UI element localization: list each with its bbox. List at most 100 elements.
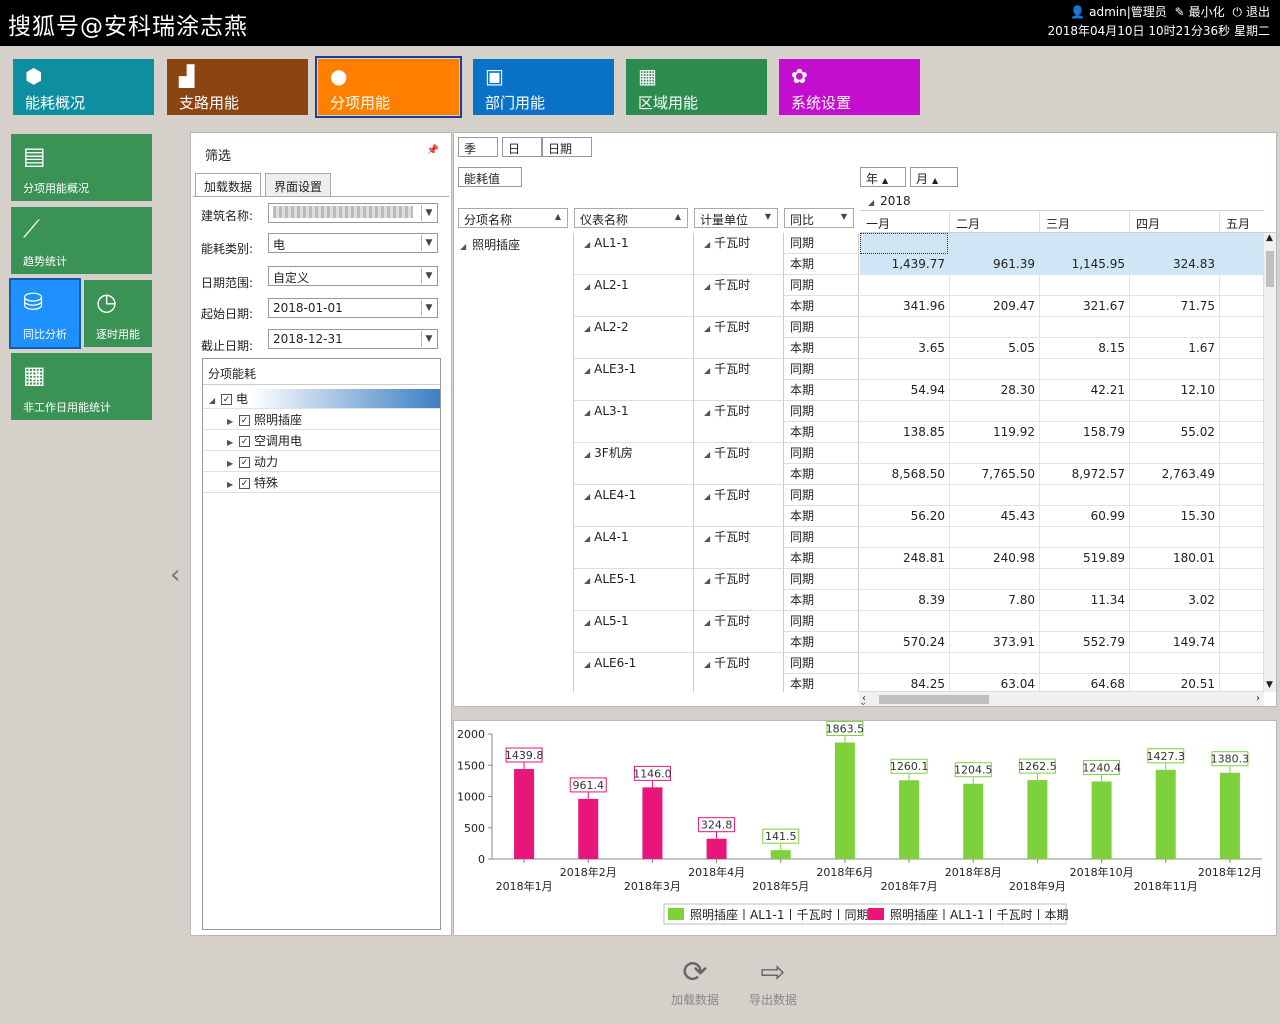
field-button-2[interactable]: 日期	[542, 137, 592, 157]
tree-child-row[interactable]: ▶ ✓ 空调用电	[203, 431, 440, 451]
month-header[interactable]: 一月	[860, 212, 950, 233]
value-cell[interactable]	[1130, 485, 1220, 506]
value-cell[interactable]: 248.81	[860, 548, 950, 569]
value-cell[interactable]: 1.67	[1130, 338, 1220, 359]
meter-name-cell[interactable]: ◢ AL1-1	[574, 233, 694, 275]
sidebar-item-3[interactable]: ◷ 逐时用能	[84, 280, 152, 347]
value-cell[interactable]	[860, 527, 950, 548]
value-cell[interactable]: 7,765.50	[950, 464, 1040, 485]
value-cell[interactable]: 20.51	[1130, 674, 1220, 692]
value-cell[interactable]: 324.83	[1130, 254, 1220, 275]
value-cell[interactable]: 5.05	[950, 338, 1040, 359]
value-cell[interactable]: 1,439.77	[860, 254, 950, 275]
expand-down-icon[interactable]: ◢	[584, 660, 591, 669]
value-cell[interactable]	[950, 317, 1040, 338]
power-icon[interactable]: ⏻	[1232, 5, 1242, 19]
value-cell[interactable]: 45.43	[950, 506, 1040, 527]
export-data-button[interactable]: ⇨ 导出数据	[738, 955, 808, 1008]
nav-tile-3[interactable]: ▣ 部门用能	[473, 59, 614, 115]
tab-ui-settings[interactable]: 界面设置	[265, 173, 332, 197]
sidebar-item-2[interactable]: ⛁ 同比分析	[9, 278, 81, 349]
value-cell[interactable]: 55.02	[1130, 422, 1220, 443]
period-cell[interactable]: 同期	[784, 317, 859, 338]
bar-previous[interactable]	[834, 742, 855, 859]
value-cell[interactable]	[1040, 233, 1130, 254]
load-data-button[interactable]: ⟳ 加载数据	[660, 955, 730, 1008]
end-date-input[interactable]: 2018-12-31 ▼	[268, 329, 438, 349]
value-field-button[interactable]: 能耗值	[458, 167, 522, 187]
expand-down-icon[interactable]: ◢	[584, 240, 591, 249]
meter-name-cell[interactable]: ◢ ALE3-1	[574, 359, 694, 401]
expand-down-icon[interactable]: ◢	[584, 618, 591, 627]
checkbox[interactable]: ✓	[239, 436, 250, 447]
value-cell[interactable]	[1040, 485, 1130, 506]
bar-current[interactable]	[706, 838, 727, 859]
nav-tile-5[interactable]: ✿ 系统设置	[779, 59, 920, 115]
value-cell[interactable]: 2,763.49	[1130, 464, 1220, 485]
period-cell[interactable]: 本期	[784, 548, 859, 569]
meter-name-cell[interactable]: ◢ ALE5-1	[574, 569, 694, 611]
bar-previous[interactable]	[1155, 769, 1176, 859]
meter-name-cell[interactable]: ◢ ALE4-1	[574, 485, 694, 527]
scroll-left-icon[interactable]: ‹	[862, 693, 866, 704]
expand-down-icon[interactable]: ◢	[704, 240, 711, 249]
nav-tile-0[interactable]: ⬢ 能耗概况	[13, 59, 154, 115]
value-cell[interactable]: 11.34	[1040, 590, 1130, 611]
checkbox[interactable]: ✓	[239, 457, 250, 468]
value-cell[interactable]	[1130, 611, 1220, 632]
expand-down-icon[interactable]: ◢	[584, 366, 591, 375]
tree-child-row[interactable]: ▶ ✓ 动力	[203, 452, 440, 472]
legend-label[interactable]: 照明插座丨AL1-1丨千瓦时丨同期	[690, 907, 869, 922]
value-cell[interactable]: 961.39	[950, 254, 1040, 275]
period-cell[interactable]: 本期	[784, 296, 859, 317]
month-field-button[interactable]: 月 ▲	[910, 167, 958, 187]
value-cell[interactable]	[1040, 569, 1130, 590]
value-cell[interactable]	[950, 611, 1040, 632]
expand-down-icon[interactable]: ◢	[704, 450, 711, 459]
value-cell[interactable]	[1220, 506, 1264, 527]
value-cell[interactable]: 8.15	[1040, 338, 1130, 359]
value-cell[interactable]	[1130, 527, 1220, 548]
value-cell[interactable]: 373.91	[950, 632, 1040, 653]
unit-cell[interactable]: ◢ 千瓦时	[694, 569, 784, 611]
expand-down-icon[interactable]: ◢	[704, 324, 711, 333]
value-cell[interactable]	[1040, 527, 1130, 548]
unit-cell[interactable]: ◢ 千瓦时	[694, 485, 784, 527]
value-cell[interactable]	[950, 275, 1040, 296]
meter-name-cell[interactable]: ◢ AL3-1	[574, 401, 694, 443]
unit-cell[interactable]: ◢ 千瓦时	[694, 401, 784, 443]
value-cell[interactable]: 7.80	[950, 590, 1040, 611]
bar-previous[interactable]	[899, 780, 920, 859]
value-cell[interactable]: 149.74	[1130, 632, 1220, 653]
vertical-scrollbar[interactable]: ▲ ▼	[1263, 233, 1276, 692]
value-cell[interactable]: 54.94	[860, 380, 950, 401]
value-cell[interactable]	[950, 443, 1040, 464]
value-cell[interactable]: 570.24	[860, 632, 950, 653]
unit-cell[interactable]: ◢ 千瓦时	[694, 359, 784, 401]
expand-down-icon[interactable]: ◢	[584, 408, 591, 417]
value-cell[interactable]	[860, 485, 950, 506]
value-cell[interactable]	[1220, 338, 1264, 359]
value-cell[interactable]: 8,568.50	[860, 464, 950, 485]
tab-load-data[interactable]: 加载数据	[195, 173, 262, 197]
value-cell[interactable]	[1220, 254, 1264, 275]
meter-name-cell[interactable]: ◢ AL4-1	[574, 527, 694, 569]
expand-down-icon[interactable]: ◢	[584, 450, 591, 459]
expand-down-icon[interactable]: ◢	[704, 492, 711, 501]
value-cell[interactable]: 1,145.95	[1040, 254, 1130, 275]
unit-cell[interactable]: ◢ 千瓦时	[694, 653, 784, 692]
period-cell[interactable]: 同期	[784, 569, 859, 590]
period-cell[interactable]: 同期	[784, 359, 859, 380]
period-cell[interactable]: 同期	[784, 485, 859, 506]
period-cell[interactable]: 同期	[784, 527, 859, 548]
value-cell[interactable]: 519.89	[1040, 548, 1130, 569]
value-cell[interactable]	[950, 359, 1040, 380]
value-cell[interactable]	[860, 359, 950, 380]
value-cell[interactable]	[1220, 527, 1264, 548]
value-cell[interactable]	[1040, 359, 1130, 380]
year-header[interactable]: ◢ 2018	[860, 191, 1264, 211]
value-cell[interactable]	[1220, 422, 1264, 443]
expand-down-icon[interactable]: ◢	[704, 282, 711, 291]
horizontal-scrollbar[interactable]: ‹ ›	[859, 691, 1264, 706]
value-cell[interactable]: 60.99	[1040, 506, 1130, 527]
